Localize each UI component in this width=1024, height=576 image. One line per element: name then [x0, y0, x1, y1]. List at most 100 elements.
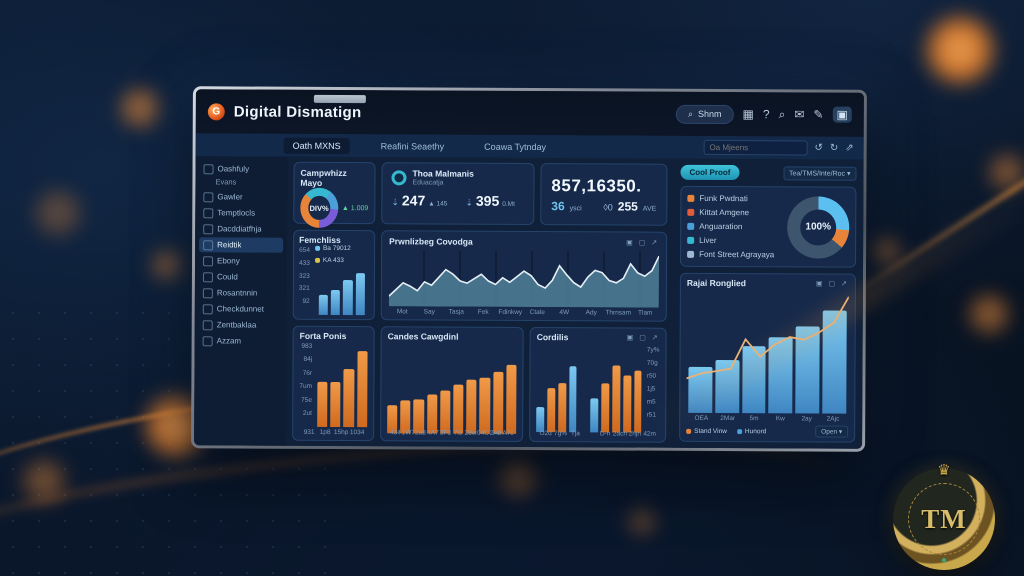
panel-action-icons[interactable]: ▣ ▢ ↗ [626, 239, 660, 247]
legend-bullet [687, 236, 695, 244]
legend-item: Ba 79012 [314, 245, 369, 252]
chart-bar [466, 379, 477, 434]
chart-bar [479, 377, 491, 434]
stat-2-value: 395 [475, 192, 500, 209]
legend-label: Stand Vinw [694, 427, 727, 435]
legend-item: Funk Pwdnati [687, 194, 781, 203]
sidebar-item[interactable]: Ebony [199, 253, 283, 268]
bar-panel-3-y-axis: 7y% 70g r50 1j5 m5 r51 [644, 345, 660, 429]
ring-icon [391, 170, 407, 186]
legend-bullet [314, 257, 320, 263]
legend-bullet [687, 194, 695, 202]
main-content: Campwhizz Mayo DIV% ▲ 1.009 [286, 157, 674, 448]
chart-bar [343, 368, 355, 428]
app-logo-icon[interactable]: G [207, 102, 225, 120]
sidebar-item-active[interactable]: Reidtik [199, 237, 284, 253]
bokeh-glow [965, 290, 1013, 338]
axis-tick: 7y% [646, 346, 660, 354]
sidebar-item[interactable]: Zentbaklaa [199, 317, 283, 332]
sidebar-item-label: Reidtik [217, 240, 242, 250]
crown-icon: ♛ [937, 462, 951, 479]
redo-icon[interactable]: ↻ [829, 142, 839, 154]
sidebar-item[interactable]: Rosantnnin [199, 285, 283, 300]
stat-1: ⇣ 247 ▲ 145 [391, 192, 447, 208]
sidebar-item-icon [203, 163, 214, 174]
bookmark-icon[interactable]: ▣ [832, 106, 852, 123]
axis-tick: 04C [477, 429, 489, 437]
magnifier-icon[interactable]: ⌕ [778, 107, 786, 122]
axis-tick: 4A7 [427, 429, 439, 437]
sidebar-item[interactable]: Temptlocls [199, 205, 283, 220]
gauge-delta: ▲ 1.009 [341, 204, 369, 212]
range-select[interactable]: Tea/TMS/Inte/Roc ▾ [782, 165, 857, 181]
gauge-card: Campwhizz Mayo DIV% ▲ 1.009 [293, 161, 376, 228]
axis-tick: 84j [303, 356, 313, 364]
tab-1[interactable]: Oath MXNS [283, 137, 350, 154]
trend-dropdown[interactable]: Open ▾ [815, 425, 849, 438]
axis-tick: 983 [301, 342, 313, 350]
sidebar-item-icon [203, 207, 214, 218]
bar-panel-3-x-axis: O2d 7g% Tja D-h 2ach 2hjn 42m [536, 428, 659, 438]
trend-legend: Stand Vinw Hunord [686, 427, 766, 435]
axis-tick: 3F3 [439, 429, 452, 437]
axis-tick: 654 [299, 246, 310, 254]
legend-label: Anguaration [699, 221, 743, 232]
sidebar-item-label: Rosantnnin [216, 288, 258, 298]
sidebar-item[interactable]: Could [199, 269, 283, 284]
axis-tick: r51 [646, 411, 657, 419]
bar-panel-2-x-axis: 434 1W7 2a8 4A7 3F3 7i8 28w 04C 2A8 A7c [387, 427, 516, 437]
tab-3[interactable]: Coawa Tytnday [484, 141, 547, 152]
panel-action-icons[interactable]: ▣ ▢ ↗ [626, 334, 660, 342]
big-number-value: 857,16350. [551, 175, 642, 196]
axis-tick: D-h [599, 430, 611, 438]
sidebar-item[interactable]: Azzam [199, 333, 283, 348]
sidebar-item-label: Azzam [216, 336, 242, 346]
sidebar-item[interactable]: Oashfuly [199, 161, 283, 176]
axis-tick: 75e [301, 396, 312, 404]
axis-tick: Tlam [638, 309, 653, 317]
bokeh-glow [625, 505, 659, 539]
sidebar-item-label: Temptlocls [217, 208, 256, 218]
big-number-card: 857,16350. 36 ysci ◊0 255 AVE [540, 163, 668, 226]
axis-tick: Mot [396, 308, 408, 316]
header-search[interactable]: ⌕ Shnm [675, 104, 734, 124]
sidebar-item-label: Oashfuly [217, 164, 250, 174]
help-icon[interactable]: ? [762, 107, 770, 122]
overview-donut-chart: 100% [787, 195, 850, 259]
axis-tick: Say [423, 308, 435, 316]
overview-card: Funk Pwdnati Kittat Amgene Anguaration Live… [680, 185, 857, 268]
bar-panel-2: Candes Cawgdinl 434 1W7 2a8 4A7 3F3 7i8 28w 04C… [380, 326, 524, 442]
sidebar-item[interactable]: Dacddiatfhja [199, 221, 283, 236]
undo-icon[interactable]: ↺ [814, 142, 823, 154]
legend-item: Hunord [736, 428, 766, 435]
panel-action-icons[interactable]: ▣ ▢ ↗ [815, 280, 849, 288]
nav-search-input[interactable] [703, 139, 808, 156]
axis-tick: r50 [646, 372, 657, 380]
tab-2[interactable]: Reafini Seaethy [380, 140, 445, 152]
legend-bullet [736, 428, 742, 434]
filter-pill-button[interactable]: Cool Proof [680, 164, 740, 181]
big-stat-1: 36 [551, 198, 565, 213]
legend-label: Funk Pwdnati [699, 193, 748, 204]
legend-bullet [687, 208, 695, 216]
grid-icon[interactable]: ▦ [742, 107, 754, 122]
stats-card-subtitle: Eduacatja [412, 179, 444, 187]
nav-actions: ↺ ↻ ⇗ [703, 139, 854, 156]
sidebar-item-icon [203, 239, 214, 250]
axis-tick: 2ach [612, 430, 628, 438]
trend-panel: Rajai Ronglied ▣ ▢ ↗ OEA 2Mar 5m Kw 2ay 2Ajc … [679, 272, 856, 443]
edit-icon[interactable]: ✎ [813, 107, 824, 122]
stat-2: ⇣ 395 0.Mt [465, 192, 515, 208]
axis-tick: A7c [502, 429, 514, 437]
chart-bar [356, 351, 368, 428]
chart-bar [355, 273, 365, 316]
chart-bar [557, 383, 566, 433]
sidebar-item[interactable]: Checkdunnet [199, 301, 283, 316]
area-x-axis: Mot Say Tasja Fek Fdinkwy Ctale 4W Ady Thrnsam Tl… [382, 306, 666, 320]
chat-icon[interactable]: ✉ [794, 107, 805, 122]
header-actions: ⌕ Shnm ▦ ? ⌕ ✉ ✎ ▣ [675, 104, 852, 124]
sidebar-item[interactable]: Gawler [199, 189, 283, 204]
gem-icon: ◆ [941, 557, 947, 564]
expand-icon[interactable]: ⇗ [845, 142, 854, 154]
bar-panel-2-chart [387, 341, 517, 434]
